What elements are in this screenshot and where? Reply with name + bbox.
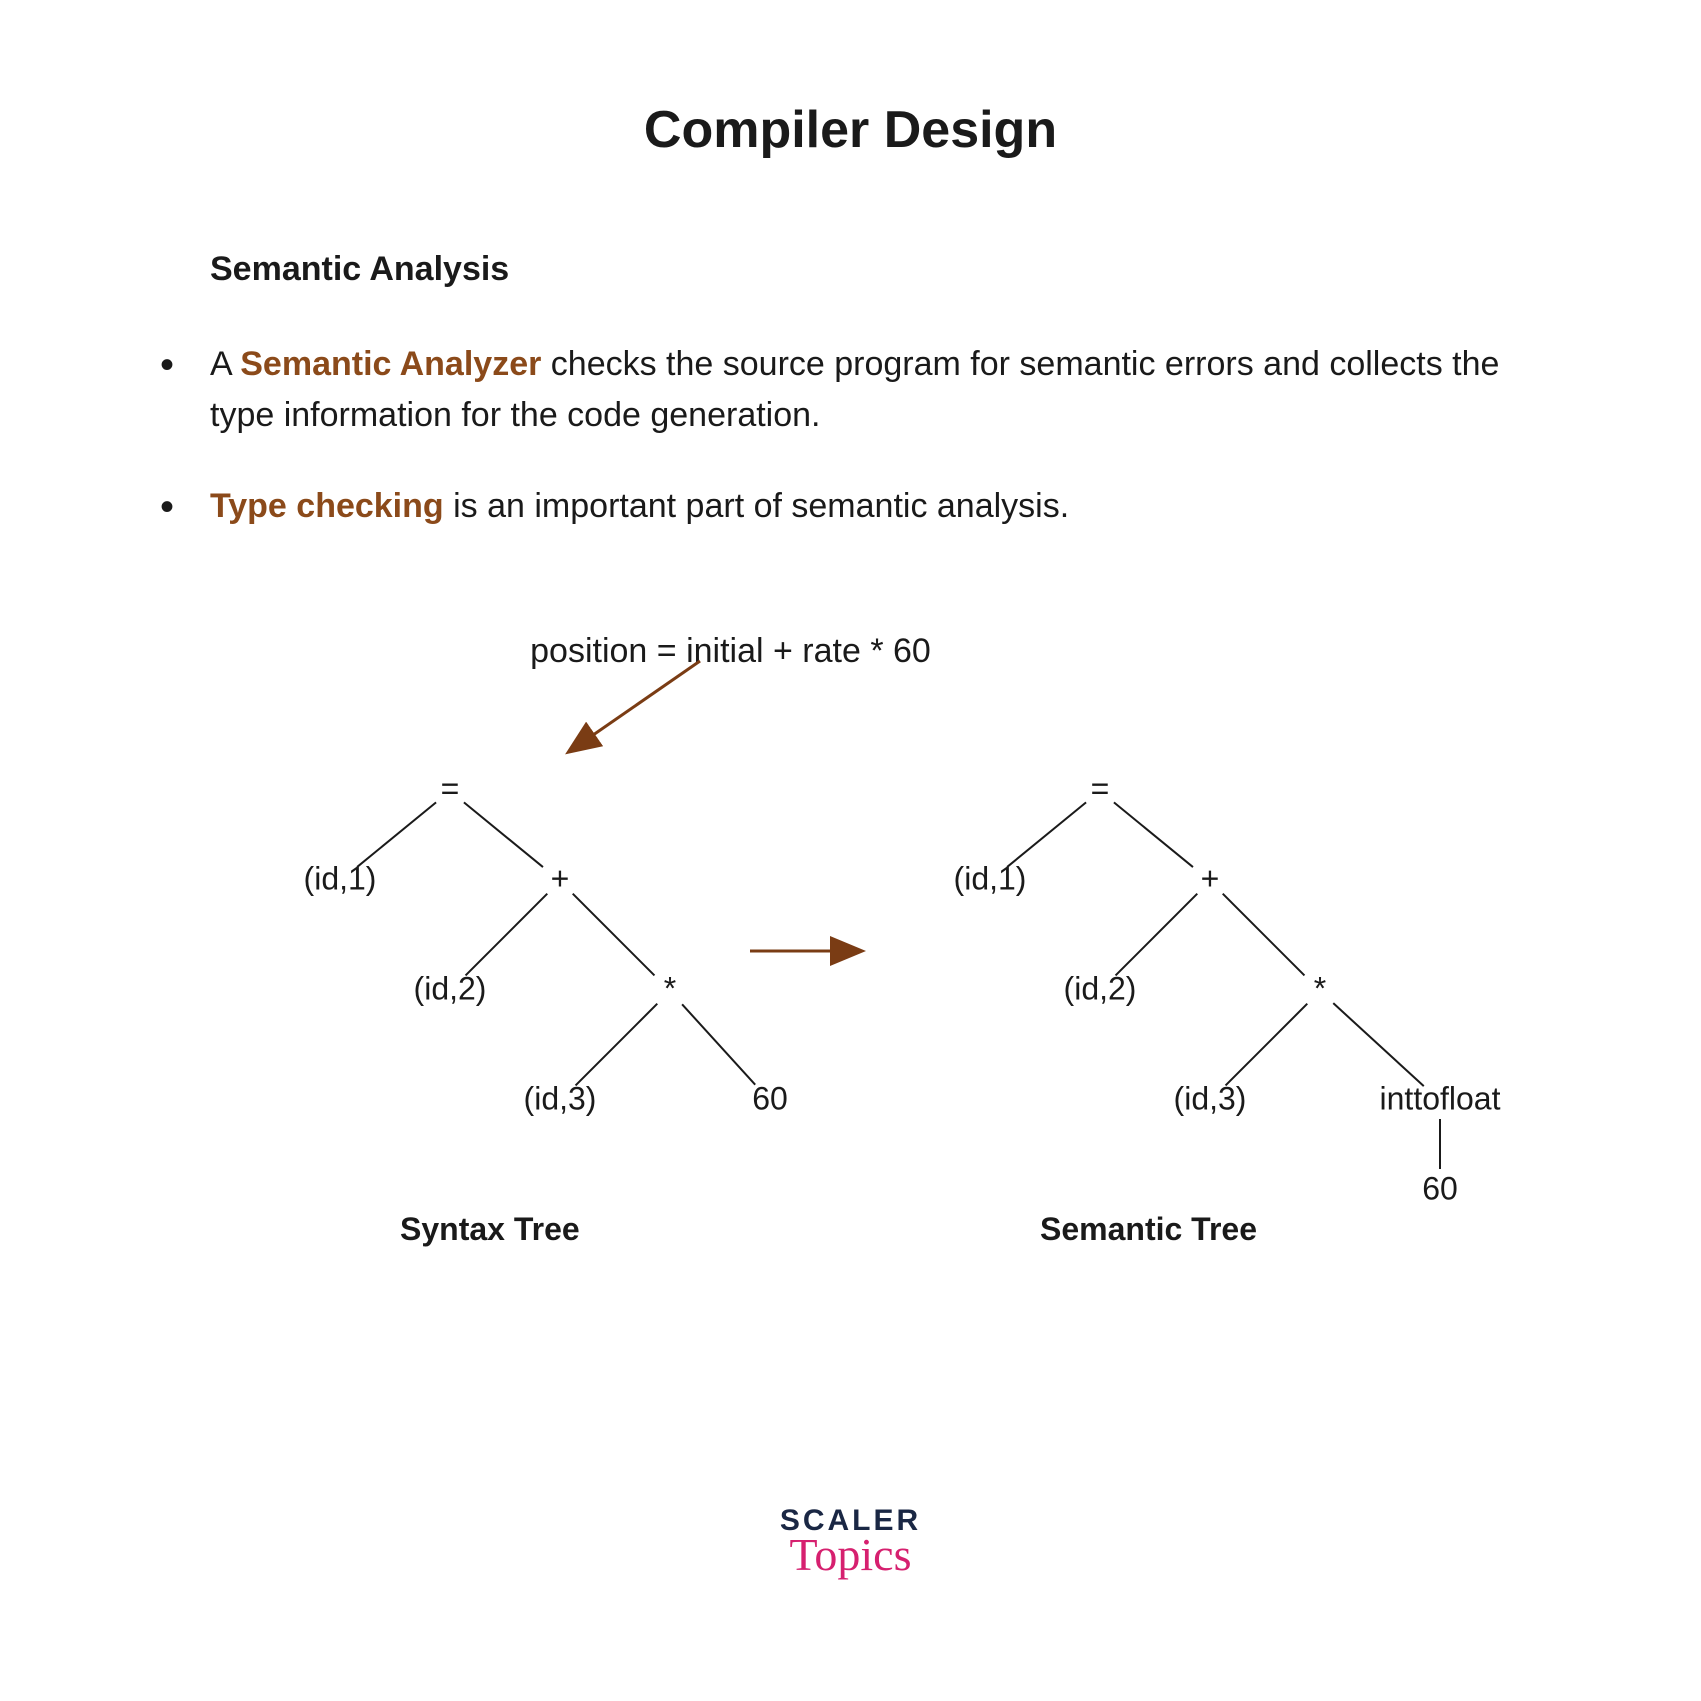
tree-node: (id,3) — [1174, 1080, 1247, 1116]
tree-node: = — [441, 770, 460, 806]
tree-node: (id,1) — [954, 860, 1027, 896]
tree-node: (id,3) — [524, 1080, 597, 1116]
bullet-item: Type checking is an important part of se… — [140, 481, 1561, 532]
tree-node: * — [664, 970, 676, 1006]
tree-edge — [357, 802, 436, 867]
bullet-item: A Semantic Analyzer checks the source pr… — [140, 339, 1561, 441]
tree-node: 60 — [752, 1080, 788, 1116]
tree-node: 60 — [1422, 1170, 1458, 1206]
tree-edge — [1333, 1003, 1424, 1086]
highlight-term: Type checking — [210, 487, 444, 525]
tree-node: (id,2) — [414, 970, 487, 1006]
tree-edge — [1114, 802, 1193, 867]
brand-logo: SCALER Topics — [780, 1504, 921, 1581]
diagram-area: = (id,1) + (id,2) * (id,3) 60 = (id,1) + (id,2) * (… — [140, 701, 1561, 1261]
tree-node: inttofloat — [1380, 1080, 1501, 1116]
tree-node: * — [1314, 970, 1326, 1006]
tree-edge — [1226, 1004, 1308, 1086]
tree-node: + — [551, 860, 570, 896]
tree-edge — [1007, 802, 1086, 867]
section-subtitle: Semantic Analysis — [210, 250, 1561, 289]
syntax-tree: = (id,1) + (id,2) * (id,3) 60 — [230, 761, 850, 1161]
tree-edge — [466, 894, 548, 976]
tree-node: (id,1) — [304, 860, 377, 896]
semantic-caption: Semantic Tree — [1040, 1211, 1257, 1248]
tree-edge — [573, 894, 655, 976]
tree-edge — [1116, 894, 1198, 976]
tree-edge — [1223, 894, 1305, 976]
tree-node: (id,2) — [1064, 970, 1137, 1006]
page-title: Compiler Design — [140, 100, 1561, 160]
logo-line2: Topics — [780, 1528, 921, 1581]
highlight-term: Semantic Analyzer — [240, 345, 541, 383]
semantic-tree: = (id,1) + (id,2) * (id,3) inttofloat 60 — [880, 761, 1560, 1241]
tree-node: = — [1091, 770, 1110, 806]
tree-node: + — [1201, 860, 1220, 896]
syntax-caption: Syntax Tree — [400, 1211, 580, 1248]
bullet-list: A Semantic Analyzer checks the source pr… — [140, 339, 1561, 532]
tree-edge — [682, 1004, 755, 1084]
tree-edge — [464, 802, 543, 867]
tree-edge — [576, 1004, 658, 1086]
